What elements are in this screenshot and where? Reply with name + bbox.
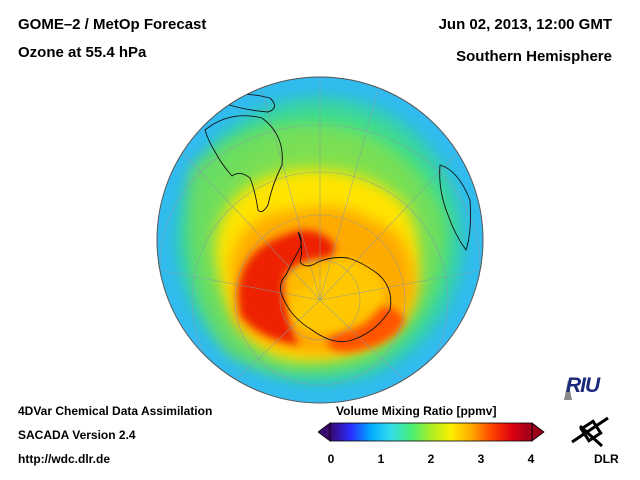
- hemisphere-label: Southern Hemisphere: [456, 48, 612, 65]
- map-title: GOME–2 / MetOp Forecast: [18, 16, 207, 33]
- riu-logo: RIU: [566, 374, 600, 397]
- footer-line-1: 4DVar Chemical Data Assimilation: [18, 404, 213, 418]
- colorbar: [318, 422, 545, 442]
- forecast-datetime: Jun 02, 2013, 12:00 GMT: [438, 16, 612, 33]
- coastlines: [204, 94, 471, 343]
- colorbar-title: Volume Mixing Ratio [ppmv]: [336, 404, 497, 418]
- colorbar-tick: 0: [327, 452, 335, 466]
- footer-url: http://wdc.dlr.de: [18, 452, 110, 466]
- colorbar-min-arrow: [318, 422, 331, 442]
- dlr-logo-text: DLR: [594, 452, 619, 466]
- colorbar-max-arrow: [531, 422, 545, 442]
- riu-logo-mark: [564, 380, 572, 400]
- graticule: [157, 77, 483, 403]
- colorbar-tick: 4: [527, 452, 535, 466]
- globe-outline: [156, 76, 484, 404]
- footer-line-2: SACADA Version 2.4: [18, 428, 136, 442]
- ozone-field: [157, 77, 483, 403]
- dlr-logo-icon: [571, 416, 609, 448]
- colorbar-gradient: [329, 422, 533, 442]
- map-subtitle: Ozone at 55.4 hPa: [18, 44, 147, 61]
- colorbar-tick: 3: [477, 452, 485, 466]
- colorbar-tick: 1: [377, 452, 385, 466]
- colorbar-tick: 2: [427, 452, 435, 466]
